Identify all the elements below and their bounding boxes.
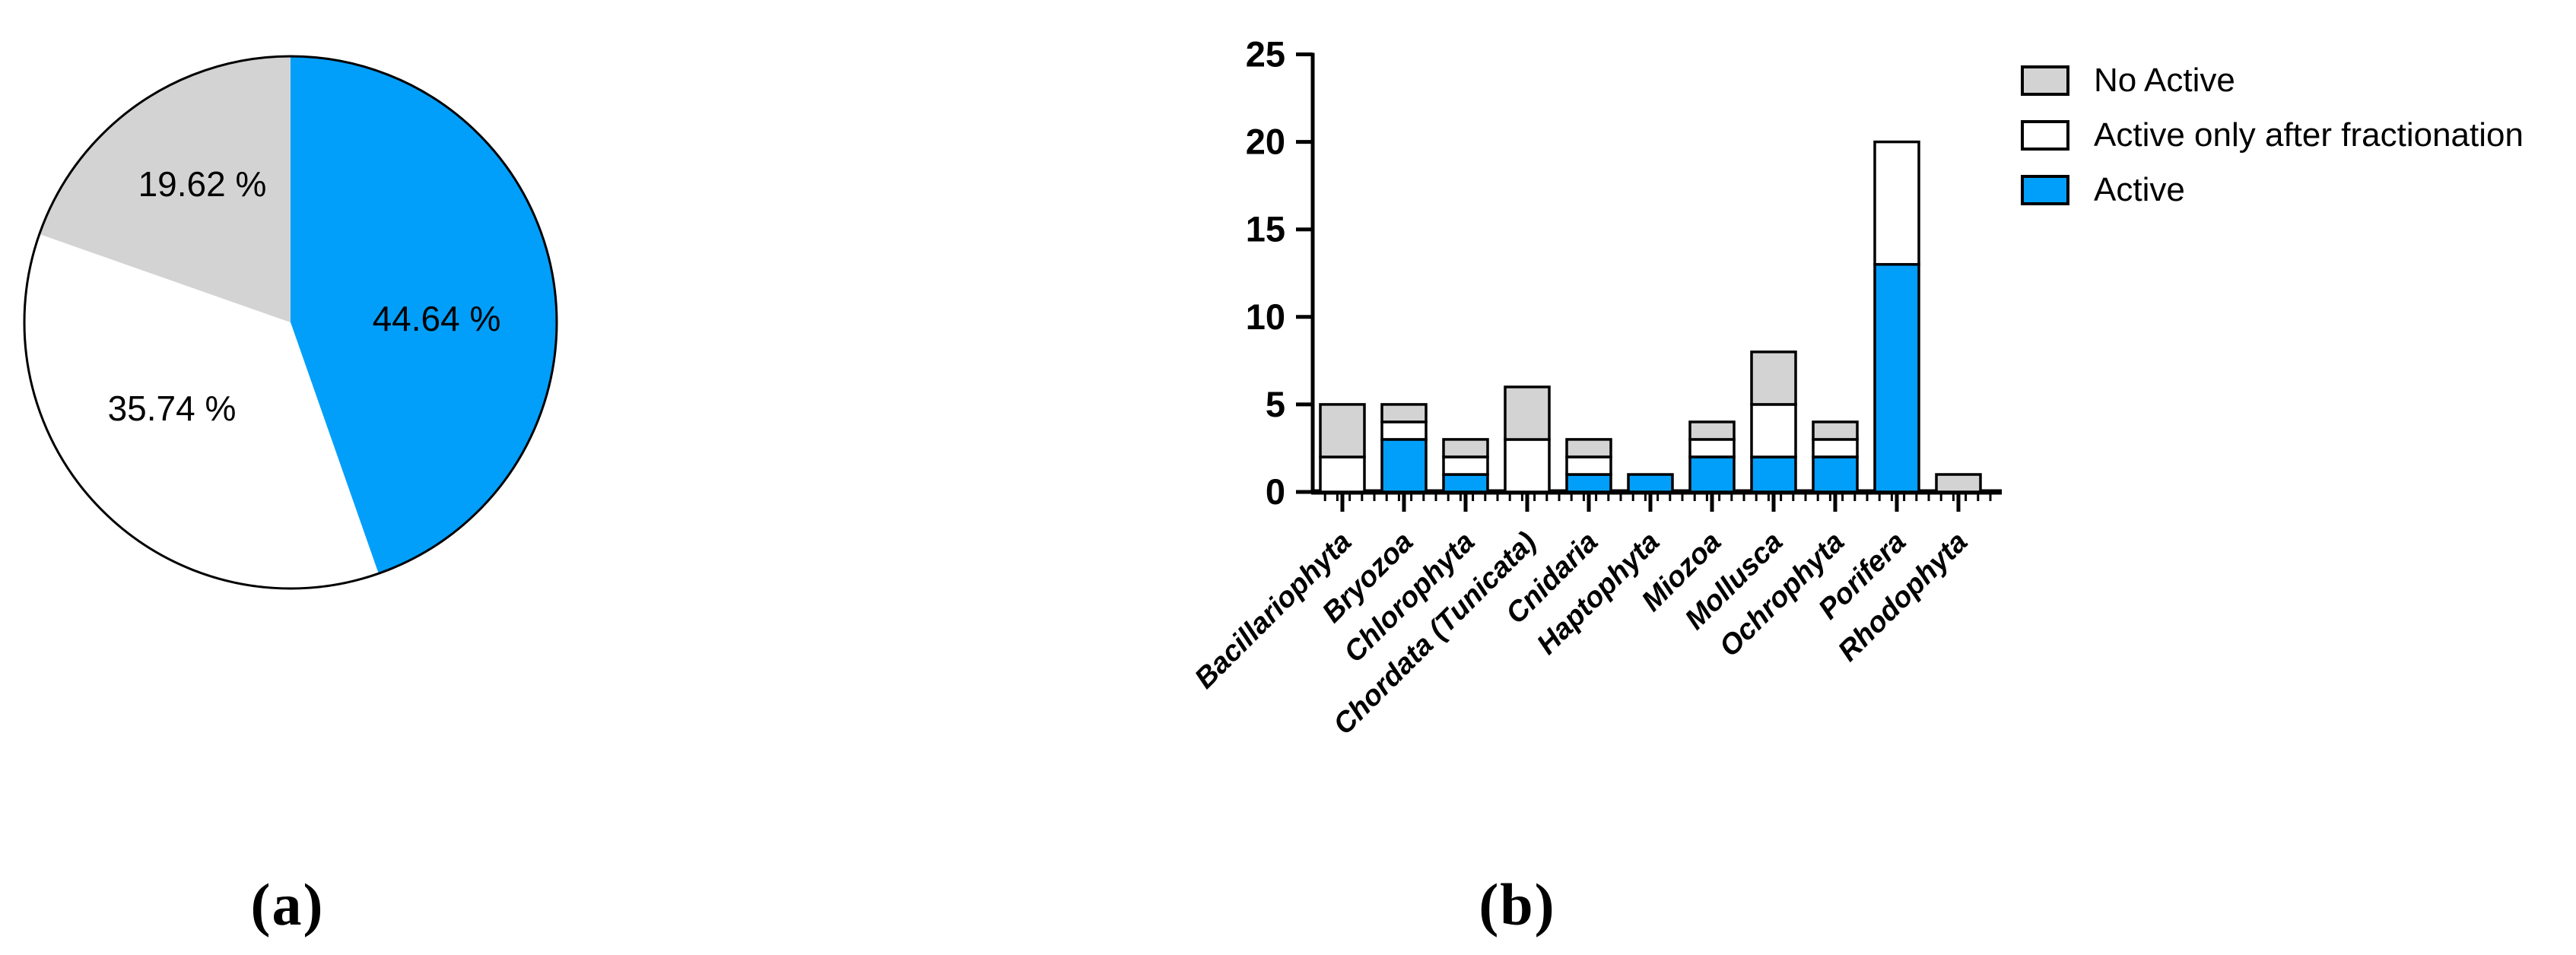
legend-label: Active only after fractionation: [2094, 116, 2524, 154]
pie-slice-value-label: 19.62 %: [138, 164, 267, 204]
legend-swatch-active: [2021, 175, 2069, 205]
bar-segment-active-only-after-fractionation-bryozoa: [1380, 420, 1428, 441]
bar-segment-no-active-mollusca: [1750, 351, 1797, 406]
pie-slice-value-label: 35.74 %: [108, 389, 237, 428]
legend-label: Active: [2094, 171, 2185, 208]
bar-segment-active-porifera: [1873, 262, 1920, 493]
legend-swatch-no-active: [2021, 65, 2069, 96]
bar-segment-no-active-chordata-tunicata: [1504, 385, 1551, 441]
pie-slice-active: [291, 56, 557, 574]
bar-segment-active-only-after-fractionation-bacillariophyta: [1319, 455, 1366, 493]
legend-swatch-active-only-after-fractionation: [2021, 120, 2069, 151]
y-tick-label: 15: [1246, 209, 1285, 249]
bar-segment-no-active-rhodophyta: [1935, 473, 1982, 493]
bar-segment-active-cnidaria: [1565, 473, 1612, 493]
bar-segment-no-active-bryozoa: [1380, 403, 1428, 424]
pie-slice-no-active: [39, 56, 291, 322]
bar-segment-active-haptophyta: [1627, 473, 1674, 493]
y-tick-label: 10: [1246, 297, 1285, 337]
bar-segment-active-only-after-fractionation-ochrophyta: [1812, 438, 1859, 458]
bar-segment-active-chlorophyta: [1442, 473, 1489, 493]
bar-segment-active-miozoa: [1688, 455, 1736, 493]
bar-segment-active-only-after-fractionation-miozoa: [1688, 438, 1736, 458]
bar-segment-active-only-after-fractionation-porifera: [1873, 140, 1920, 266]
bar-segment-active-ochrophyta: [1812, 455, 1859, 493]
pie-slice-active-only-after-fractionation: [24, 233, 379, 589]
pie-chart: 44.64 % 35.74 % 19.62 %: [23, 55, 558, 590]
y-tick-label: 5: [1266, 384, 1285, 424]
pie-outline: [23, 55, 558, 590]
caption-b: (b): [1479, 871, 1556, 938]
y-tick-label: 20: [1246, 122, 1285, 162]
bar-segment-active-only-after-fractionation-cnidaria: [1565, 455, 1612, 476]
bar-segment-active-only-after-fractionation-chordata-tunicata: [1504, 438, 1551, 493]
caption-a: (a): [250, 871, 325, 938]
bar-segment-no-active-ochrophyta: [1812, 420, 1859, 441]
bar-chart-legend: No Active Active only after fractionation…: [2021, 64, 2524, 228]
legend-row-active-only-after-fractionation: Active only after fractionation: [2021, 119, 2524, 152]
legend-label: No Active: [2094, 62, 2235, 99]
bar-segment-active-only-after-fractionation-chlorophyta: [1442, 455, 1489, 476]
y-tick-label: 0: [1266, 471, 1285, 512]
legend-row-no-active: No Active: [2021, 64, 2524, 97]
bar-segment-no-active-chlorophyta: [1442, 438, 1489, 458]
pie-slice-value-label: 44.64 %: [373, 299, 501, 338]
bar-segment-no-active-cnidaria: [1565, 438, 1612, 458]
bar-chart: 0510152025BacillariophytaBryozoaChloroph…: [1189, 34, 2002, 741]
y-tick-label: 25: [1246, 34, 1285, 75]
legend-row-active: Active: [2021, 173, 2524, 207]
bar-segment-no-active-miozoa: [1688, 420, 1736, 441]
bar-segment-active-only-after-fractionation-mollusca: [1750, 403, 1797, 458]
bar-segment-active-bryozoa: [1380, 438, 1428, 493]
bar-segment-no-active-bacillariophyta: [1319, 403, 1366, 458]
bar-segment-active-mollusca: [1750, 455, 1797, 493]
